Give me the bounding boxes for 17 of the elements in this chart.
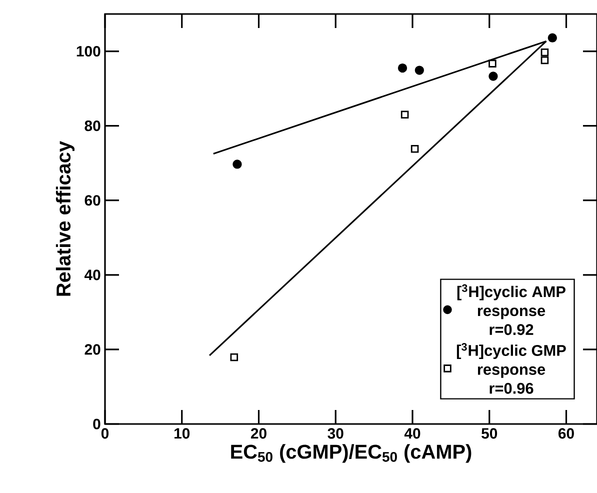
x-tick-label: 60 (558, 428, 574, 439)
y-tick-label: 20 (84, 344, 100, 355)
legend-label: [$^{3}$H]cyclic GMP response r=0.96 (456, 343, 566, 394)
y-tick-label: 60 (84, 195, 100, 206)
x-tick-label: 10 (174, 428, 190, 439)
y-tick-label: 100 (76, 46, 100, 57)
x-axis-title: EC$_{50}$ (cGMP)/EC$_{50}$ (cAMP) (231, 444, 472, 463)
x-tick-label: 50 (482, 428, 498, 439)
x-tick-label: 20 (250, 428, 266, 439)
x-tick-label: 40 (404, 428, 420, 439)
x-tick-label: 0 (101, 428, 109, 439)
y-tick-label: 0 (93, 418, 100, 430)
x-tick-label: 30 (328, 428, 344, 439)
legend-label: [$^{3}$H]cyclic AMP response r=0.92 (457, 284, 566, 336)
y-axis-title: Relative efficacy (56, 141, 75, 296)
y-tick-label: 40 (84, 270, 100, 280)
y-tick-label: 80 (84, 120, 100, 132)
